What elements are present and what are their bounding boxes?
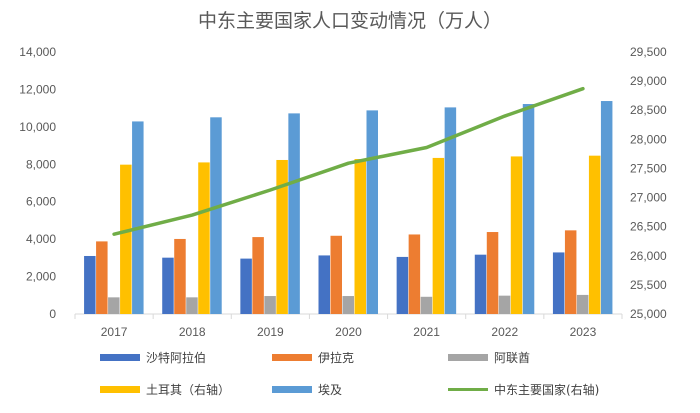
bar-4-2019 (288, 113, 300, 314)
y-tick-label: 0 (49, 307, 56, 321)
bar-0-2019 (240, 258, 252, 314)
legend-swatch (100, 354, 140, 361)
bar-3-2017 (120, 164, 132, 314)
bar-2-2022 (498, 295, 511, 314)
bar-2-2021 (420, 296, 433, 314)
bar-3-2022 (510, 156, 523, 314)
legend-swatch (272, 354, 312, 361)
legend-label: 埃及 (318, 383, 343, 397)
x-tick-label: 2020 (335, 325, 362, 339)
y2-tick-label: 26,500 (630, 220, 667, 234)
bar-2-2020 (342, 296, 354, 314)
y2-tick-label: 28,000 (630, 132, 667, 146)
legend-item: 沙特阿拉伯 (100, 349, 206, 366)
bar-0-2023 (552, 252, 565, 314)
bar-1-2022 (486, 232, 499, 314)
y2-tick-label: 26,000 (630, 249, 667, 263)
legend-swatch (448, 388, 488, 391)
bar-4-2020 (366, 110, 378, 314)
legend-item: 中东主要国家(右轴) (448, 381, 599, 398)
bar-2-2019 (264, 296, 276, 314)
legend-label: 沙特阿拉伯 (146, 351, 207, 365)
y-tick-label: 6,000 (26, 195, 56, 209)
legend-label: 阿联酋 (494, 351, 531, 365)
bar-0-2022 (474, 254, 487, 314)
bar-1-2019 (252, 237, 264, 314)
x-tick-label: 2023 (570, 325, 597, 339)
bar-3-2018 (198, 162, 210, 314)
bar-4-2023 (600, 101, 613, 314)
y2-tick-label: 29,500 (630, 45, 667, 59)
legend-swatch (448, 354, 488, 361)
y-tick-label: 10,000 (19, 120, 56, 134)
legend-item: 埃及 (272, 381, 342, 398)
bar-0-2017 (84, 255, 96, 314)
y-tick-label: 8,000 (26, 157, 56, 171)
x-tick-label: 2019 (257, 325, 284, 339)
bar-0-2021 (396, 256, 409, 314)
bar-4-2022 (522, 104, 535, 314)
bar-0-2018 (162, 257, 174, 314)
bar-3-2020 (354, 159, 366, 314)
series-line (112, 86, 585, 236)
legend-item: 阿联酋 (448, 349, 530, 366)
y2-tick-label: 25,500 (630, 278, 667, 292)
bar-0-2020 (318, 255, 330, 314)
bar-3-2019 (276, 159, 288, 314)
chart-title: 中东主要国家人口变动情况（万人） (197, 10, 502, 32)
y-tick-label: 14,000 (19, 45, 56, 59)
bar-1-2017 (96, 241, 108, 314)
y2-tick-label: 25,000 (630, 307, 667, 321)
legend-label: 伊拉克 (318, 351, 355, 365)
x-tick-label: 2018 (179, 325, 206, 339)
y2-tick-label: 27,000 (630, 191, 667, 205)
bar-2-2023 (576, 294, 589, 314)
legend-label: 中东主要国家(右轴) (494, 383, 600, 397)
y-tick-label: 12,000 (19, 82, 56, 96)
y-tick-label: 2,000 (26, 270, 56, 284)
bar-1-2020 (330, 235, 342, 314)
legend-item: 伊拉克 (272, 349, 354, 366)
x-tick-label: 2021 (413, 325, 440, 339)
legend-swatch (100, 386, 140, 393)
legend-label: 土耳其（右轴） (146, 383, 231, 397)
bar-3-2021 (432, 157, 445, 314)
bar-1-2018 (174, 238, 186, 314)
bar-1-2021 (408, 234, 421, 314)
legend-item: 土耳其（右轴） (100, 381, 230, 398)
x-tick-label: 2017 (101, 325, 128, 339)
y2-tick-label: 27,500 (630, 161, 667, 175)
y2-tick-label: 29,000 (630, 74, 667, 88)
y-tick-label: 4,000 (26, 232, 56, 246)
bar-4-2017 (132, 121, 144, 315)
legend-swatch (272, 386, 312, 393)
y2-tick-label: 28,500 (630, 103, 667, 117)
bar-2-2017 (108, 297, 120, 314)
bar-2-2018 (186, 297, 198, 314)
bar-4-2018 (210, 117, 222, 314)
x-tick-label: 2022 (491, 325, 518, 339)
bar-3-2023 (588, 155, 601, 314)
bar-4-2021 (444, 107, 457, 314)
bar-1-2023 (564, 230, 577, 314)
